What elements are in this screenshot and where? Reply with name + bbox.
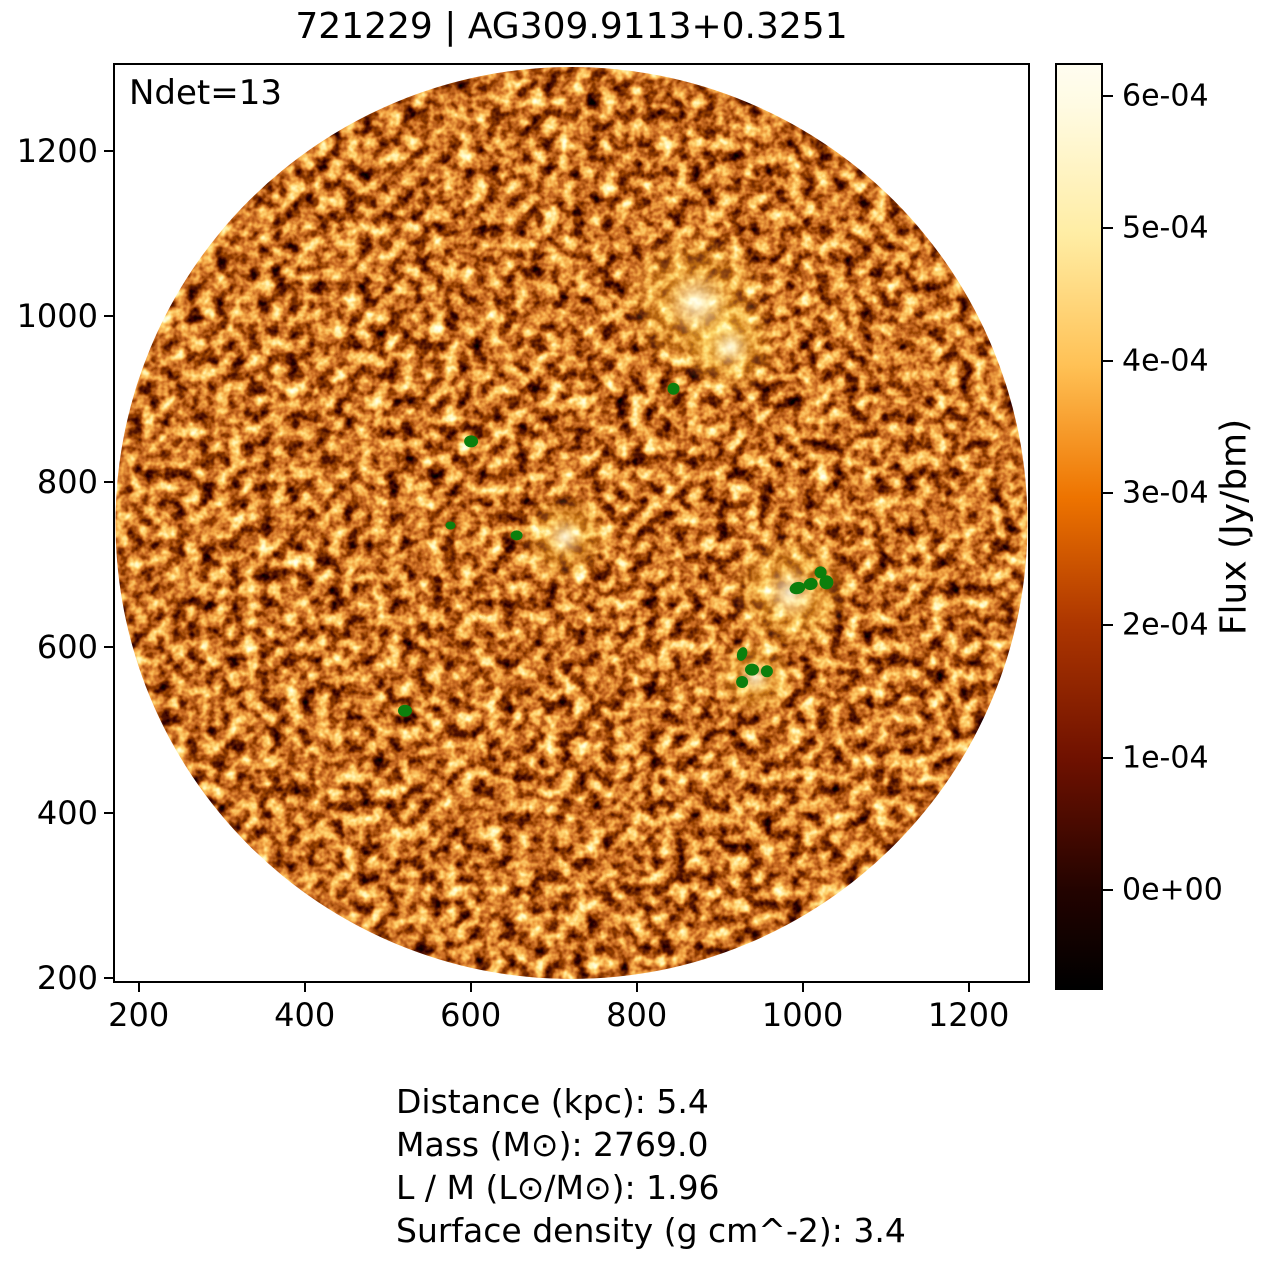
y-tick-label: 800 [36,462,98,501]
x-tick-mark [967,983,970,992]
y-tick-label: 1000 [16,297,98,336]
colorbar-tick-mark [1103,227,1113,230]
colorbar-tick-label: 6e-04 [1122,78,1209,114]
detection-marker [667,382,680,395]
colorbar-tick-label: 5e-04 [1122,210,1209,246]
colorbar-tick-mark [1103,756,1113,759]
y-tick-label: 400 [36,793,98,832]
detection-marker [464,435,479,448]
x-tick-mark [635,983,638,992]
colorbar-tick-mark [1103,95,1113,98]
x-tick-mark [801,983,804,992]
colorbar-tick-mark [1103,624,1113,627]
y-tick-mark [104,315,113,318]
x-tick-mark [137,983,140,992]
colorbar-label: Flux (Jy/bm) [1213,418,1255,636]
colorbar-tick-mark [1103,359,1113,362]
detection-marker [814,566,827,579]
detection-marker [736,647,748,661]
detection-marker [789,581,806,595]
ndet-annotation: Ndet=13 [129,73,283,113]
x-tick-label: 600 [440,996,502,1034]
colorbar-tick-label: 1e-04 [1122,740,1209,776]
plot-title: 721229 | AG309.9113+0.3251 [295,6,848,47]
x-tick-label: 800 [606,996,668,1034]
detection-marker [736,676,749,688]
colorbar-tick-label: 2e-04 [1122,607,1209,643]
bright-region [715,637,795,717]
bright-region [680,297,780,397]
x-tick-mark [303,983,306,992]
colorbar [1055,63,1103,990]
colorbar-tick-mark [1103,888,1113,891]
x-tick-label: 1000 [761,996,844,1034]
detection-marker [803,577,818,591]
colorbar-tick-label: 4e-04 [1122,343,1209,379]
y-tick-mark [104,480,113,483]
bright-region [519,491,611,583]
footer-stat-line: Surface density (g cm^-2): 3.4 [396,1211,906,1250]
footer-stat-line: Distance (kpc): 5.4 [396,1082,709,1121]
y-tick-label: 200 [36,959,98,998]
y-tick-label: 600 [36,628,98,667]
detection-marker [745,663,759,676]
detection-marker [819,575,834,590]
y-tick-mark [104,149,113,152]
footer-stats: Distance (kpc): 5.4 Mass (M⊙): 2769.0 L / … [396,1080,906,1252]
x-tick-mark [469,983,472,992]
x-tick-label: 1200 [927,996,1010,1034]
x-tick-label: 200 [108,996,170,1034]
x-tick-label: 400 [274,996,336,1034]
field-circle [115,67,1028,979]
colorbar-tick-label: 3e-04 [1122,475,1209,511]
colorbar-tick-mark [1103,491,1113,494]
y-tick-mark [104,646,113,649]
plot-area: Ndet=13 [113,63,1030,983]
footer-stat-line: L / M (L⊙/M⊙): 1.96 [396,1168,720,1207]
detection-markers [398,382,834,717]
y-tick-mark [104,977,113,980]
detection-marker [398,704,412,717]
footer-stat-line: Mass (M⊙): 2769.0 [396,1125,709,1164]
colorbar-tick-label: 0e+00 [1122,872,1223,908]
detection-marker [510,530,523,541]
y-tick-mark [104,811,113,814]
field-image [115,67,1028,979]
y-tick-label: 1200 [16,131,98,170]
detection-marker [760,665,773,678]
detection-marker [445,521,456,530]
bright-region [728,531,852,655]
